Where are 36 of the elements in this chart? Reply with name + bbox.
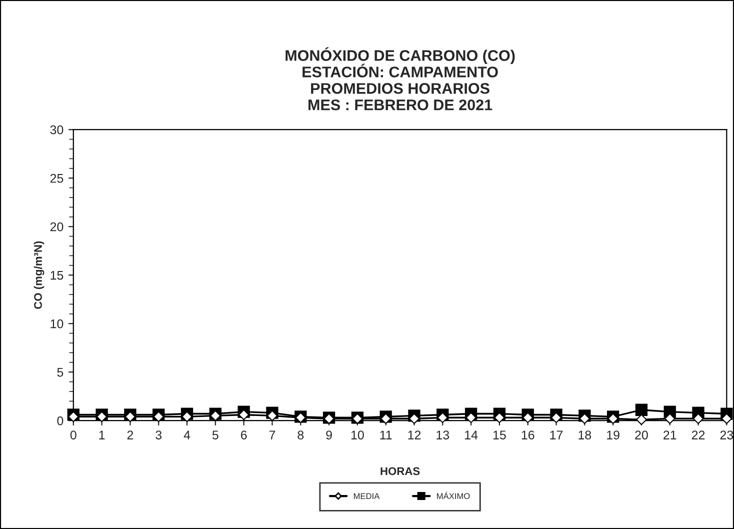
legend-label: MÁXIMO — [437, 492, 470, 500]
legend-label: MEDIA — [354, 493, 380, 499]
y-tick-label: 15 — [50, 271, 64, 280]
x-tick-label: 9 — [326, 430, 332, 440]
x-tick-label: 16 — [522, 430, 534, 440]
x-tick-label: 1 — [99, 430, 105, 440]
x-tick-label: 8 — [298, 430, 304, 440]
x-tick-label: 21 — [664, 430, 676, 440]
x-tick-label: 3 — [156, 430, 162, 440]
x-tick-label: 14 — [465, 430, 478, 440]
y-axis-title: CO (mg/m³N) — [34, 241, 44, 309]
x-tick-label: 15 — [493, 430, 506, 440]
y-tick-label: 20 — [50, 222, 64, 232]
y-tick-label: 0 — [57, 416, 64, 426]
x-tick-label: 11 — [380, 430, 392, 440]
x-tick-label: 13 — [436, 430, 450, 440]
x-axis-title: HORAS — [380, 467, 420, 476]
x-tick-label: 19 — [607, 430, 620, 440]
y-tick-label: 25 — [50, 174, 64, 183]
x-tick-label: 10 — [351, 430, 364, 440]
x-tick-label: 6 — [240, 430, 247, 440]
x-tick-label: 22 — [692, 430, 705, 440]
x-tick-label: 18 — [578, 430, 592, 440]
x-tick-label: 12 — [408, 430, 421, 440]
x-tick-label: 23 — [720, 430, 734, 440]
x-tick-label: 7 — [269, 430, 276, 440]
y-tick-label: 5 — [57, 368, 64, 377]
y-tick-label: 10 — [50, 319, 64, 328]
x-tick-label: 17 — [550, 430, 563, 440]
x-tick-label: 0 — [70, 430, 76, 440]
x-tick-label: 2 — [127, 430, 134, 440]
y-tick-label: 30 — [50, 125, 64, 134]
x-tick-label: 5 — [212, 430, 218, 440]
x-tick-label: 20 — [635, 430, 648, 440]
x-tick-label: 4 — [184, 430, 190, 440]
chart-title: MONÓXIDO DE CARBONO (CO) ESTACIÓN: CAMPAMENTO PROMEDIOS HORARIOS MES : FEBRERO DE 2021 — [286, 47, 515, 110]
